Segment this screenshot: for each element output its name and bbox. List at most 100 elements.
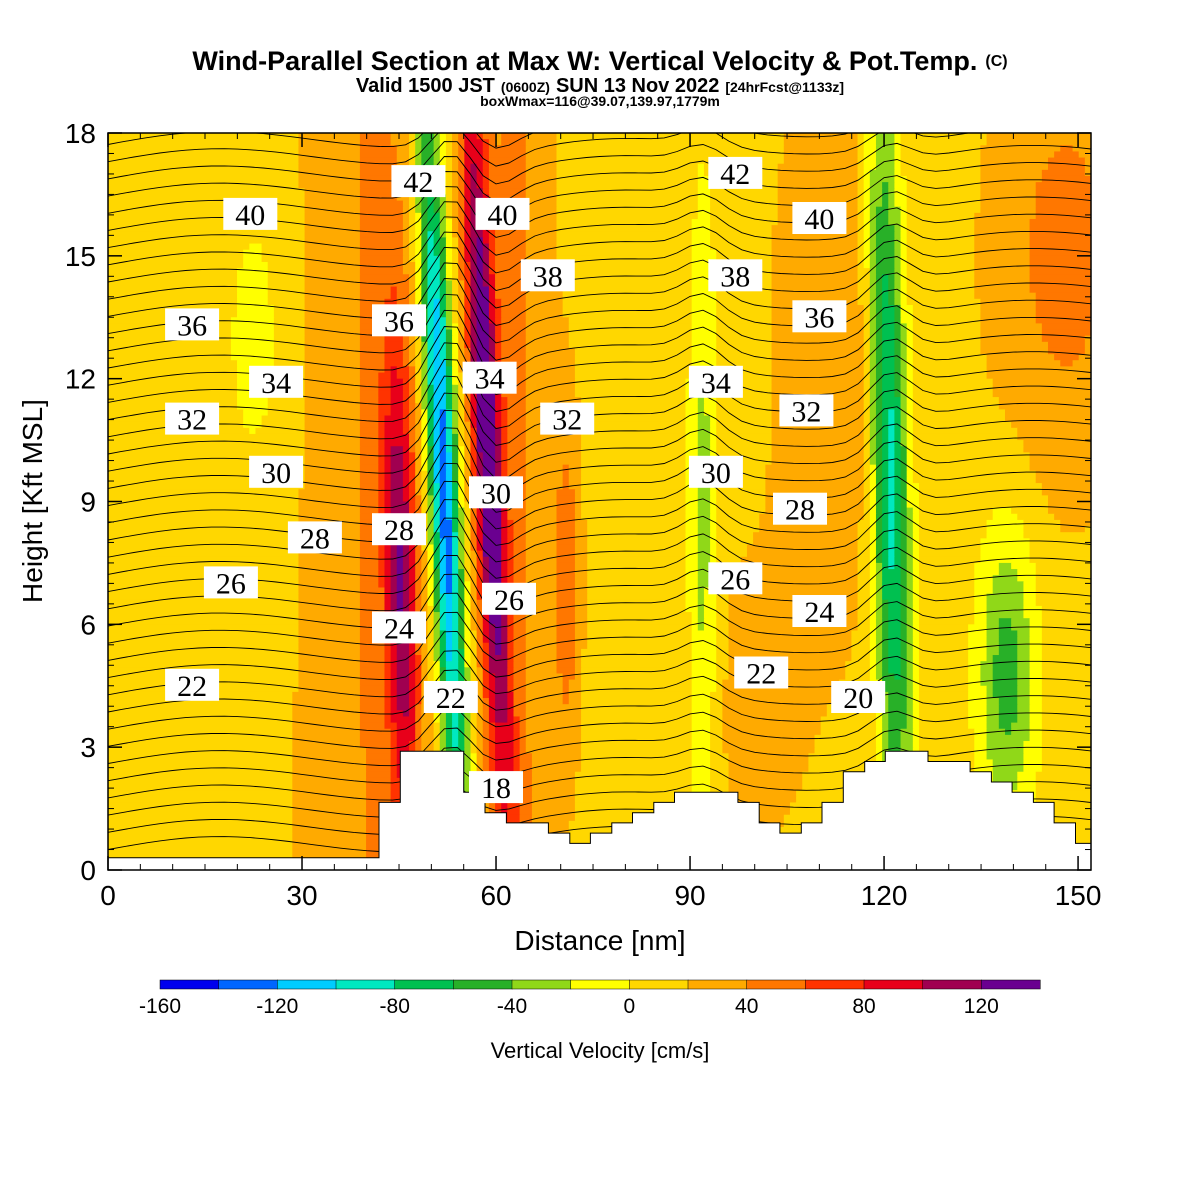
velocity-cell: [581, 464, 687, 472]
velocity-cell: [470, 575, 478, 582]
colorbar-swatch: [453, 979, 513, 990]
velocity-cell: [427, 243, 435, 251]
velocity-cell: [396, 593, 404, 601]
velocity-cell: [906, 624, 914, 632]
velocity-cell: [427, 636, 435, 644]
velocity-cell: [912, 354, 988, 361]
velocity-cell: [488, 630, 496, 638]
velocity-cell: [359, 354, 386, 361]
velocity-cell: [439, 243, 447, 251]
velocity-cell: [433, 630, 441, 638]
velocity-cell: [974, 261, 1031, 269]
velocity-cell: [470, 728, 478, 736]
velocity-cell: [501, 575, 508, 582]
velocity-cell: [525, 673, 564, 681]
velocity-cell: [452, 255, 459, 263]
velocity-cell: [409, 280, 416, 288]
velocity-cell: [685, 440, 699, 447]
velocity-cell: [513, 734, 521, 742]
velocity-cell: [495, 446, 502, 453]
velocity-cell: [863, 427, 871, 435]
velocity-cell: [445, 231, 453, 239]
velocity-cell: [292, 728, 361, 736]
velocity-cell: [1041, 679, 1091, 687]
velocity-cell: [458, 304, 465, 312]
velocity-cell: [525, 341, 570, 349]
velocity-cell: [894, 415, 902, 423]
velocity-cell: [574, 569, 588, 576]
velocity-cell: [869, 648, 877, 656]
velocity-cell: [888, 630, 902, 638]
velocity-cell: [863, 243, 871, 251]
velocity-cell: [464, 618, 472, 625]
velocity-cell: [888, 194, 895, 202]
velocity-cell: [433, 648, 441, 656]
velocity-cell: [1041, 335, 1086, 343]
velocity-cell: [409, 194, 416, 202]
velocity-cell: [912, 347, 982, 355]
velocity-cell: [458, 630, 465, 638]
velocity-cell: [267, 298, 306, 306]
velocity-cell: [396, 562, 404, 570]
velocity-cell: [888, 636, 902, 644]
velocity-cell: [488, 151, 527, 159]
velocity-cell: [445, 544, 453, 552]
velocity-cell: [390, 390, 404, 398]
velocity-cell: [556, 519, 576, 527]
velocity-cell: [918, 575, 975, 582]
velocity-cell: [378, 464, 386, 472]
velocity-cell: [716, 384, 773, 392]
velocity-cell: [409, 366, 416, 374]
velocity-cell: [476, 679, 484, 687]
velocity-cell: [488, 618, 502, 625]
velocity-cell: [513, 538, 527, 546]
velocity-cell: [439, 575, 447, 582]
velocity-cell: [237, 304, 275, 312]
velocity-cell: [458, 255, 465, 263]
velocity-cell: [402, 495, 410, 503]
velocity-cell: [452, 648, 459, 656]
velocity-cell: [765, 489, 865, 496]
velocity-cell: [728, 790, 797, 797]
velocity-cell: [894, 298, 902, 306]
velocity-cell: [507, 679, 515, 687]
velocity-cell: [359, 440, 379, 447]
velocity-cell: [476, 280, 484, 288]
velocity-cell: [906, 575, 914, 582]
velocity-cell: [986, 734, 1031, 742]
velocity-cell: [900, 427, 908, 435]
velocity-cell: [415, 562, 422, 570]
velocity-cell: [863, 409, 871, 417]
velocity-cell: [476, 728, 484, 736]
velocity-cell: [513, 575, 527, 582]
velocity-cell: [525, 347, 576, 355]
velocity-cell: [476, 298, 490, 306]
velocity-cell: [882, 415, 889, 423]
velocity-cell: [771, 446, 865, 453]
velocity-cell: [409, 464, 416, 472]
velocity-cell: [525, 562, 558, 570]
velocity-cell: [882, 710, 889, 718]
velocity-cell: [304, 335, 361, 343]
velocity-cell: [918, 581, 975, 589]
velocity-cell: [869, 507, 877, 515]
velocity-cell: [501, 397, 508, 404]
velocity-cell: [882, 483, 889, 490]
velocity-cell: [452, 483, 459, 490]
velocity-cell: [525, 317, 570, 324]
velocity-cell: [470, 292, 478, 300]
velocity-cell: [525, 599, 558, 607]
velocity-cell: [1029, 667, 1043, 675]
velocity-cell: [1017, 661, 1031, 668]
velocity-cell: [857, 218, 865, 226]
velocity-cell: [574, 790, 693, 797]
velocity-cell: [974, 286, 1031, 294]
velocity-cell: [378, 581, 386, 589]
velocity-cell: [888, 747, 902, 754]
velocity-cell: [716, 544, 748, 552]
velocity-cell: [464, 513, 472, 521]
velocity-cell: [292, 784, 367, 791]
velocity-cell: [716, 550, 748, 558]
chart-title-text: Wind-Parallel Section at Max W: Vertical…: [192, 46, 977, 76]
velocity-cell: [507, 808, 521, 816]
